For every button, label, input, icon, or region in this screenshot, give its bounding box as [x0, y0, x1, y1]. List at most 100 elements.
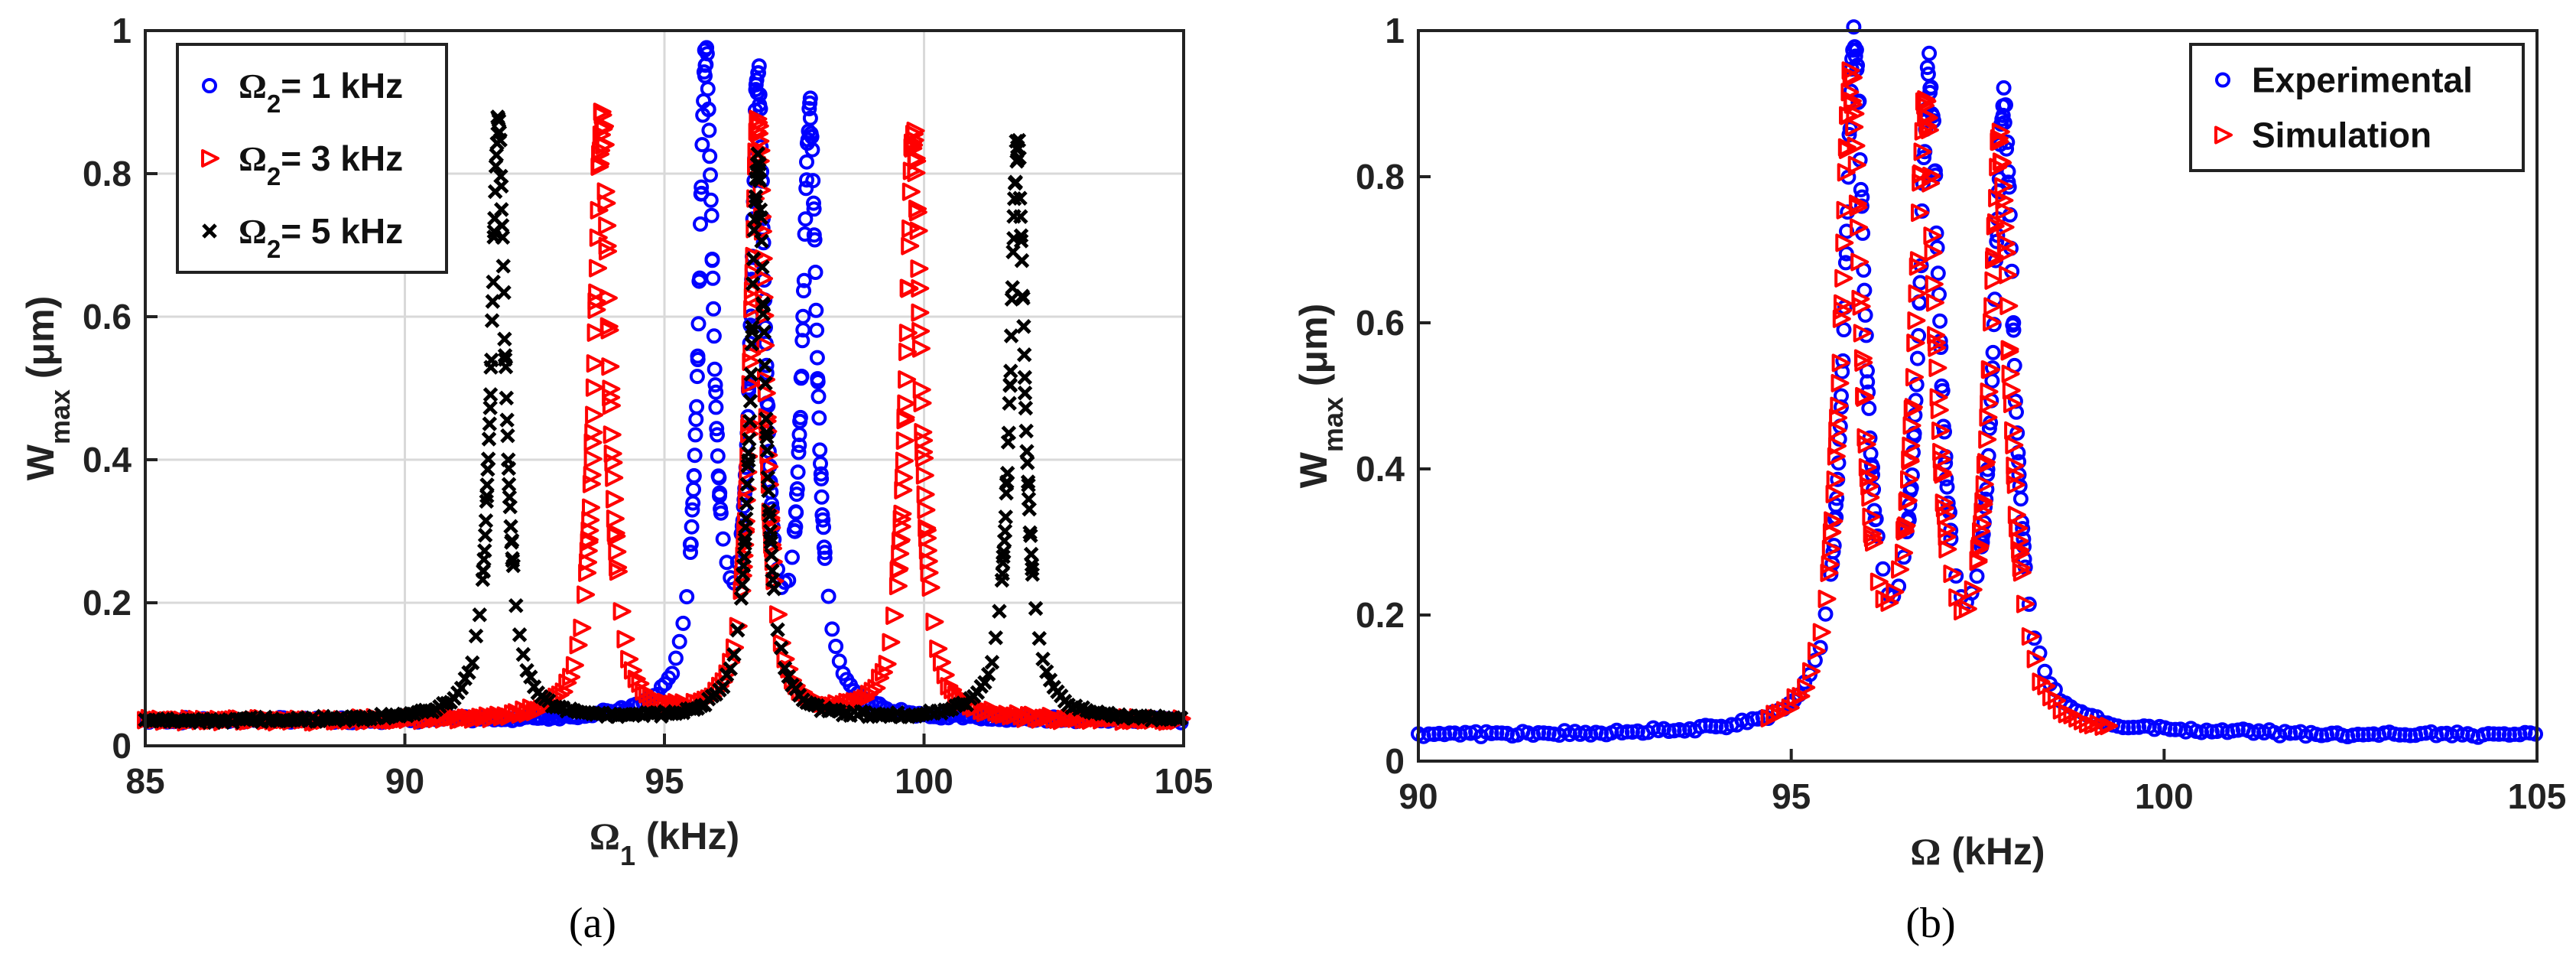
data-point — [898, 324, 918, 343]
data-point — [1830, 373, 1850, 392]
data-point — [759, 443, 775, 458]
data-point — [912, 380, 931, 399]
legend-marker — [202, 223, 217, 239]
data-point — [1906, 334, 1925, 353]
data-point — [911, 303, 930, 322]
data-point — [708, 384, 724, 400]
data-point — [562, 668, 581, 687]
data-point — [686, 481, 701, 497]
y-tick-label: 0.6 — [83, 297, 132, 337]
data-point — [1909, 350, 1925, 366]
data-point — [760, 457, 779, 477]
data-point — [689, 369, 705, 385]
data-point — [599, 242, 617, 261]
data-point — [2002, 381, 2021, 400]
data-point — [1907, 311, 1926, 330]
data-point — [2009, 519, 2029, 538]
data-point — [1912, 275, 1928, 291]
x-tick-label: 90 — [385, 761, 424, 801]
data-point — [895, 451, 914, 470]
data-point — [472, 607, 488, 623]
data-point — [581, 510, 600, 529]
data-point — [699, 46, 715, 62]
data-point — [1984, 271, 2003, 290]
data-point — [690, 316, 707, 332]
data-point — [760, 398, 776, 414]
data-point — [977, 675, 992, 691]
data-point — [664, 665, 681, 682]
data-point — [502, 499, 518, 515]
data-point — [605, 468, 624, 487]
data-point — [476, 564, 491, 579]
data-point — [1862, 507, 1881, 526]
data-point — [1978, 430, 1997, 449]
data-point — [675, 615, 691, 631]
data-point — [1975, 475, 1994, 494]
data-point — [1861, 400, 1877, 416]
data-point — [916, 485, 935, 504]
data-point — [752, 156, 768, 172]
legend-label: Simulation — [2252, 116, 2431, 155]
data-point — [888, 577, 908, 596]
data-point — [512, 627, 528, 643]
data-point — [893, 504, 912, 523]
data-point — [1865, 533, 1883, 552]
y-tick-label: 0.2 — [1356, 595, 1405, 635]
data-point — [1895, 543, 1913, 562]
data-point — [1812, 623, 1831, 642]
data-point — [501, 460, 517, 477]
data-point — [494, 202, 509, 217]
data-point — [573, 618, 592, 637]
data-point — [1022, 501, 1037, 517]
data-point — [2026, 649, 2045, 669]
data-point — [592, 141, 611, 160]
data-point — [687, 427, 703, 443]
data-point — [479, 477, 495, 493]
data-point — [2360, 727, 2376, 743]
data-point — [914, 431, 934, 450]
data-point — [1919, 109, 1938, 128]
data-point — [1817, 606, 1834, 622]
y-tick-label: 1 — [1385, 11, 1405, 50]
data-point — [2006, 322, 2022, 338]
data-point — [919, 552, 938, 571]
data-point — [807, 232, 823, 248]
data-point — [1925, 293, 1944, 312]
data-point — [790, 464, 806, 480]
data-point — [703, 207, 720, 223]
data-point — [461, 665, 476, 680]
data-point — [1930, 265, 1946, 281]
data-point — [2517, 724, 2533, 740]
data-point — [1828, 421, 1847, 440]
data-point — [1834, 268, 1853, 288]
data-point — [584, 423, 603, 442]
data-point — [2016, 594, 2035, 613]
data-point — [792, 409, 808, 425]
data-point — [1853, 324, 1872, 343]
data-point — [756, 336, 775, 355]
data-point — [1980, 382, 1999, 402]
data-point — [1993, 153, 2012, 172]
data-point — [1025, 567, 1041, 582]
data-point — [494, 178, 509, 194]
data-point — [501, 477, 517, 493]
legend-label: Ω2= 1 kHz — [239, 66, 403, 119]
data-point — [702, 148, 718, 164]
data-point — [900, 279, 919, 298]
data-point — [498, 359, 514, 375]
data-point — [684, 502, 700, 518]
data-point — [504, 532, 520, 548]
data-point — [597, 194, 616, 213]
data-point — [694, 137, 710, 153]
data-point — [2016, 531, 2032, 547]
data-point — [1847, 136, 1866, 155]
data-point — [742, 431, 757, 447]
data-point — [715, 531, 731, 547]
data-point — [577, 585, 596, 604]
data-point — [497, 331, 512, 347]
data-point — [816, 519, 831, 535]
data-point — [741, 375, 760, 394]
data-point — [1015, 291, 1031, 306]
y-tick-label: 0.4 — [1356, 449, 1405, 489]
data-point — [737, 532, 753, 547]
